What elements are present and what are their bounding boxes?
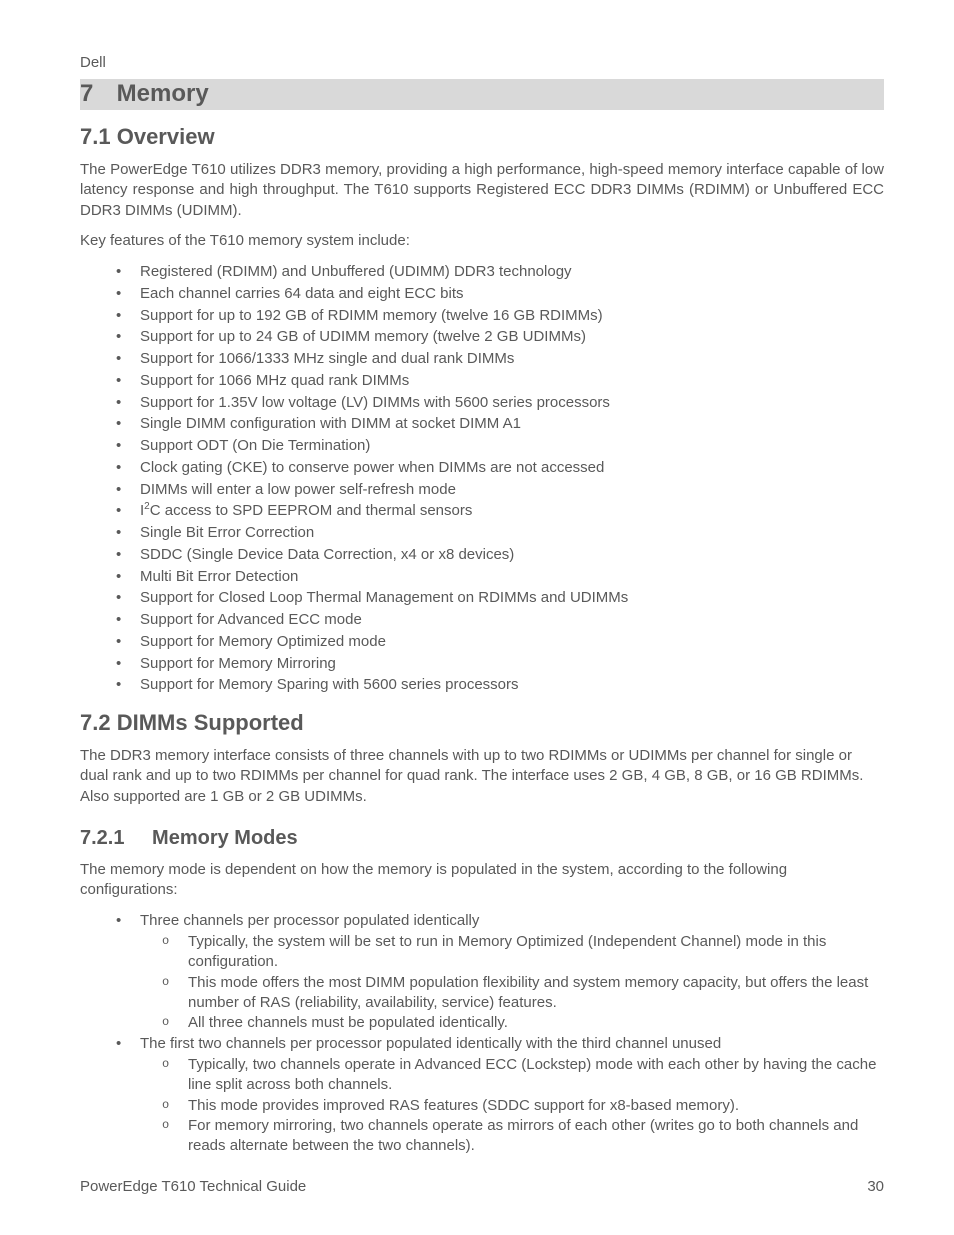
list-item: Support for Memory Sparing with 5600 ser… <box>140 674 884 696</box>
subsubsection-title: Memory Modes <box>152 827 298 849</box>
i2c-suffix: C access to SPD EEPROM and thermal senso… <box>150 502 473 519</box>
footer-title: PowerEdge T610 Technical Guide <box>80 1178 306 1195</box>
list-item: Single Bit Error Correction <box>140 522 884 544</box>
paragraph: The PowerEdge T610 utilizes DDR3 memory,… <box>80 160 884 221</box>
section-title: Memory <box>117 80 209 107</box>
sub-list-item: Typically, two channels operate in Advan… <box>188 1055 884 1096</box>
sub-list-item: Typically, the system will be set to run… <box>188 932 884 973</box>
list-item-text: Three channels per processor populated i… <box>140 912 479 929</box>
list-item: Clock gating (CKE) to conserve power whe… <box>140 457 884 479</box>
list-item: Support for 1066 MHz quad rank DIMMs <box>140 370 884 392</box>
list-item: Multi Bit Error Detection <box>140 566 884 588</box>
list-item: The first two channels per processor pop… <box>140 1033 884 1156</box>
heading-1: 7 Memory <box>80 79 884 110</box>
list-item: Registered (RDIMM) and Unbuffered (UDIMM… <box>140 261 884 283</box>
list-item: Each channel carries 64 data and eight E… <box>140 283 884 305</box>
page-footer: PowerEdge T610 Technical Guide 30 <box>80 1178 884 1195</box>
config-list: Three channels per processor populated i… <box>80 910 884 1156</box>
list-item: Support for 1.35V low voltage (LV) DIMMs… <box>140 392 884 414</box>
list-item: Three channels per processor populated i… <box>140 910 884 1033</box>
heading-7-2: 7.2 DIMMs Supported <box>80 710 884 736</box>
paragraph: Key features of the T610 memory system i… <box>80 231 884 251</box>
list-item: DIMMs will enter a low power self-refres… <box>140 479 884 501</box>
heading-7-2-1: 7.2.1 Memory Modes <box>80 827 884 850</box>
header-brand: Dell <box>80 54 884 71</box>
list-item: I2C access to SPD EEPROM and thermal sen… <box>140 500 884 522</box>
list-item: Support for Closed Loop Thermal Manageme… <box>140 587 884 609</box>
sub-list-item: This mode offers the most DIMM populatio… <box>188 973 884 1014</box>
list-item: Support for Advanced ECC mode <box>140 609 884 631</box>
sub-list-item: All three channels must be populated ide… <box>188 1013 884 1033</box>
page-number: 30 <box>867 1178 884 1195</box>
list-item: Support for 1066/1333 MHz single and dua… <box>140 348 884 370</box>
heading-7-1: 7.1 Overview <box>80 124 884 150</box>
sub-list: Typically, two channels operate in Advan… <box>140 1055 884 1156</box>
feature-list: Registered (RDIMM) and Unbuffered (UDIMM… <box>80 261 884 696</box>
subsubsection-number: 7.2.1 <box>80 827 124 850</box>
sub-list-item: For memory mirroring, two channels opera… <box>188 1116 884 1157</box>
list-item: Single DIMM configuration with DIMM at s… <box>140 413 884 435</box>
list-item-text: The first two channels per processor pop… <box>140 1035 721 1052</box>
subsection-title: Overview <box>117 124 215 149</box>
section-number: 7 <box>80 80 110 108</box>
list-item: Support for up to 24 GB of UDIMM memory … <box>140 326 884 348</box>
subsection-number: 7.1 <box>80 124 111 149</box>
sub-list: Typically, the system will be set to run… <box>140 932 884 1033</box>
page: Dell 7 Memory 7.1 Overview The PowerEdge… <box>0 0 954 1235</box>
list-item: SDDC (Single Device Data Correction, x4 … <box>140 544 884 566</box>
list-item: Support for Memory Optimized mode <box>140 631 884 653</box>
subsection-number: 7.2 <box>80 710 111 735</box>
list-item: Support for Memory Mirroring <box>140 653 884 675</box>
subsection-title: DIMMs Supported <box>117 710 304 735</box>
paragraph: The memory mode is dependent on how the … <box>80 860 884 901</box>
paragraph: The DDR3 memory interface consists of th… <box>80 746 884 807</box>
sub-list-item: This mode provides improved RAS features… <box>188 1096 884 1116</box>
list-item: Support ODT (On Die Termination) <box>140 435 884 457</box>
list-item: Support for up to 192 GB of RDIMM memory… <box>140 305 884 327</box>
